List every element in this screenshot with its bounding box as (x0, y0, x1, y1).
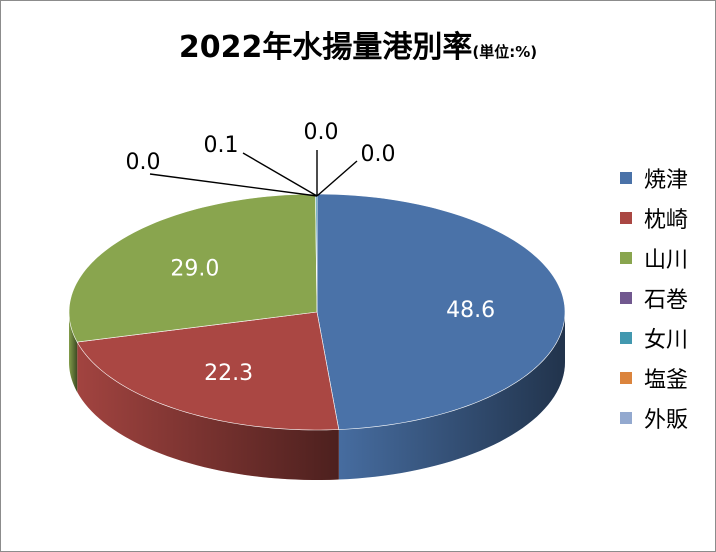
legend-swatch (620, 252, 632, 264)
legend-swatch (620, 172, 632, 184)
leader-line-石巻 (149, 173, 318, 197)
legend-swatch (620, 332, 632, 344)
legend-label: 塩釜 (644, 368, 689, 393)
pie-side-枕崎 (77, 342, 339, 480)
pie-slice-山川 (68, 193, 318, 343)
chart-title: 2022年水揚量港別率(単位:%) (0, 22, 716, 66)
legend-label: 山川 (644, 248, 689, 273)
legend-item-外販: 外販 (620, 398, 688, 438)
pie-side-山川 (69, 312, 78, 393)
legend-item-女川: 女川 (620, 318, 688, 358)
legend-swatch (620, 292, 632, 304)
legend-label: 外販 (644, 408, 689, 433)
pie-slice-枕崎 (76, 311, 340, 431)
data-label-女川: 0.1 (204, 133, 239, 158)
legend-label: 女川 (644, 328, 689, 353)
data-label-焼津: 48.6 (446, 298, 495, 323)
legend-item-山川: 山川 (620, 238, 688, 278)
chart-unit-label: (単位:%) (472, 43, 538, 61)
pie-slice-焼津 (316, 193, 566, 430)
legend-swatch (620, 412, 632, 424)
legend-item-焼津: 焼津 (620, 158, 688, 198)
legend-item-石巻: 石巻 (620, 278, 688, 318)
legend-swatch (620, 372, 632, 384)
pie-slice-女川 (315, 193, 318, 313)
legend: 焼津枕崎山川石巻女川塩釜外販 (620, 158, 688, 438)
leader-line-女川 (242, 152, 318, 197)
data-label-外販: 0.0 (361, 142, 396, 167)
data-label-塩釜: 0.0 (304, 120, 339, 145)
legend-label: 枕崎 (644, 208, 689, 233)
legend-label: 石巻 (644, 288, 689, 313)
data-label-山川: 29.0 (170, 257, 219, 282)
data-label-石巻: 0.0 (126, 150, 161, 175)
leader-line-外販 (316, 160, 358, 197)
legend-item-塩釜: 塩釜 (620, 358, 688, 398)
pie-side-焼津 (338, 312, 565, 480)
data-label-枕崎: 22.3 (204, 361, 253, 386)
legend-swatch (620, 212, 632, 224)
chart-title-main: 2022年水揚量港別率 (178, 30, 473, 65)
legend-label: 焼津 (644, 168, 689, 193)
legend-item-枕崎: 枕崎 (620, 198, 688, 238)
